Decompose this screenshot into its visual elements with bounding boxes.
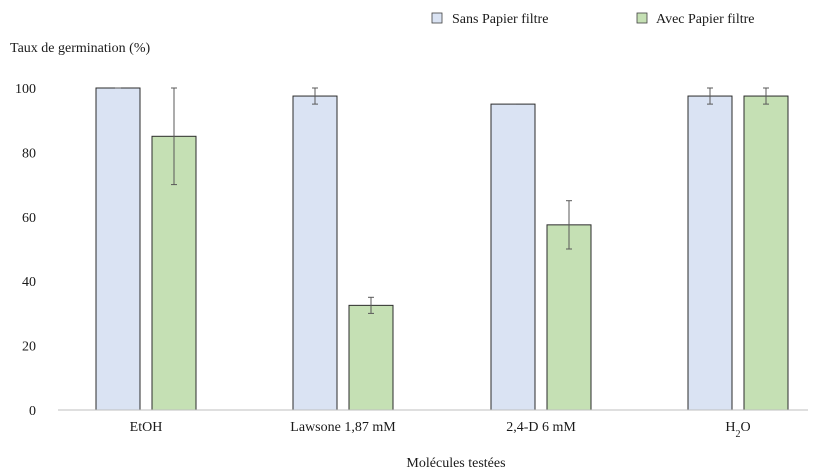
bar [490,103,536,411]
category-labels: EtOH Lawsone 1,87 mM 2,4-D 6 mM H2O [130,420,751,440]
bar [292,95,338,411]
bar [348,304,394,411]
legend-label-sans-papier: Sans Papier filtre [452,12,548,27]
x-axis-title: Molécules testées [406,456,505,470]
bar [546,224,592,411]
legend-label-avec-papier: Avec Papier filtre [656,12,754,27]
legend-swatch-sans-papier [431,12,443,24]
y-tick-label: 60 [22,211,36,226]
y-tick-label: 0 [29,404,36,419]
legend-swatch-avec-papier [636,12,648,24]
category-label: Lawsone 1,87 mM [290,420,396,435]
y-tick-label: 100 [15,82,36,97]
y-tick-label: 40 [22,275,36,290]
bar [687,95,733,411]
y-axis-title: Taux de germination (%) [10,41,150,56]
category-label: H2O [725,420,750,440]
category-label: 2,4-D 6 mM [506,420,576,435]
category-label: EtOH [130,420,163,435]
legend: Sans Papier filtre Avec Papier filtre [431,12,754,27]
bar [95,87,141,411]
y-tick-label: 20 [22,340,36,355]
bar [743,95,789,411]
bars [95,87,789,411]
error-bars [115,87,769,314]
y-axis-ticks: 0 20 40 60 80 100 [15,82,36,419]
y-tick-label: 80 [22,146,36,161]
